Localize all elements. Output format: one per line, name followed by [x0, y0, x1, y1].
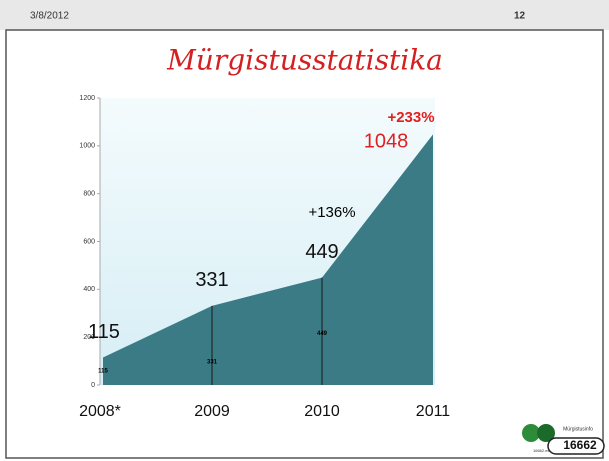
data-label: 331: [195, 269, 228, 291]
x-tick-label: 2010: [304, 403, 340, 420]
y-tick-label: 600: [83, 238, 95, 245]
page-number: 12: [514, 11, 526, 22]
logo-circle: [537, 424, 555, 442]
data-label: 1048: [364, 131, 409, 153]
logo-site: 16662.ee: [533, 448, 550, 453]
y-tick-label: 1000: [79, 143, 95, 150]
logo-name: Mürgistusinfo: [563, 426, 593, 432]
y-tick-label: 0: [91, 382, 95, 389]
date: 3/8/2012: [30, 11, 69, 22]
small-data-label: 331: [207, 359, 218, 365]
x-tick-label: 2011: [416, 403, 451, 420]
chart-title: Mürgistusstatistika: [166, 44, 443, 77]
logo: Mürgistusinfo 16662 16662.ee: [522, 424, 605, 455]
y-tick-label: 1200: [79, 95, 95, 102]
data-label: 449: [305, 241, 338, 263]
small-data-label: 115: [98, 369, 108, 375]
y-tick-label: 400: [83, 286, 95, 293]
area: [103, 134, 433, 385]
data-label: 115: [88, 321, 120, 343]
y-tick-label: 200: [83, 334, 95, 341]
logo-circle: [522, 424, 540, 442]
x-tick-label: 2008*: [79, 403, 121, 420]
annotation: +233%: [387, 109, 434, 126]
annotation: +136%: [308, 204, 355, 221]
logo-pill: [547, 437, 605, 455]
logo-phone: 16662: [563, 438, 597, 452]
small-data-label: 449: [317, 331, 328, 337]
x-tick-label: 2009: [194, 403, 230, 420]
header-bar: [0, 0, 609, 30]
slide-border: [5, 29, 604, 459]
y-tick-label: 800: [83, 191, 95, 198]
